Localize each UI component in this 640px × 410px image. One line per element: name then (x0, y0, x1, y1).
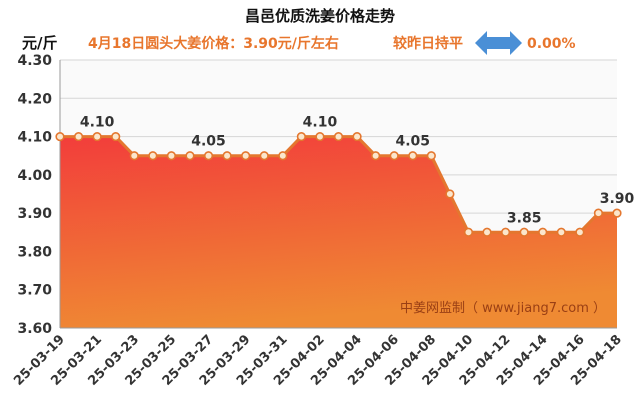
price-point-25-04-17 (593, 208, 604, 218)
price-point-25-04-01 (296, 131, 306, 142)
data-label: 4.10 (80, 115, 115, 131)
price-point-25-04-18 (612, 208, 622, 218)
data-label: 4.05 (191, 134, 226, 150)
price-point-25-03-31 (278, 151, 288, 161)
change-text: 较昨日持平 (393, 35, 463, 52)
price-area-fill (60, 136, 617, 328)
plot-area: 4.30 4.20 4.10 4.00 3.90 3.80 3.70 3.60 4.10 4.05… (11, 53, 634, 389)
price-point-25-04-08 (426, 151, 436, 161)
price-point-25-03-24 (148, 151, 158, 161)
price-point-25-03-29 (241, 151, 251, 161)
price-note: 4月18日圆头大姜价格：3.90元/斤左右 (88, 35, 339, 52)
y-tick-label: 4.10 (17, 130, 52, 146)
y-tick-label: 3.70 (17, 283, 52, 299)
price-point-25-04-06 (389, 151, 399, 161)
price-point-25-03-30 (259, 151, 269, 161)
price-point-25-03-28 (222, 151, 232, 161)
double-arrow-icon (475, 31, 522, 55)
y-tick-label: 4.30 (17, 53, 52, 69)
price-point-25-03-27 (203, 151, 214, 161)
data-label: 4.05 (395, 134, 430, 150)
y-tick-label: 4.00 (17, 168, 52, 184)
y-axis-unit-label: 元/斤 (22, 34, 57, 52)
price-point-25-04-09 (445, 189, 455, 199)
data-label: 3.90 (600, 191, 635, 207)
y-tick-label: 3.60 (17, 321, 52, 337)
price-point-25-04-16 (575, 227, 585, 237)
price-point-25-04-12 (501, 227, 511, 237)
price-point-25-03-20 (73, 131, 84, 142)
price-point-25-03-25 (166, 151, 176, 161)
price-point-25-04-10 (463, 227, 474, 237)
price-point-25-04-13 (519, 227, 529, 237)
price-point-25-04-14 (538, 227, 548, 237)
price-point-25-03-22 (111, 131, 121, 142)
price-point-25-04-15 (556, 227, 566, 237)
price-point-25-04-03 (333, 131, 344, 142)
watermark-text: 中姜网监制（ www.jiang7.com ） (400, 301, 606, 316)
price-point-25-04-11 (482, 227, 492, 237)
price-point-25-04-05 (371, 151, 381, 161)
price-point-25-03-21 (92, 131, 102, 142)
price-point-25-03-23 (129, 151, 139, 161)
chart-title: 昌邑优质洗姜价格走势 (245, 7, 395, 25)
y-tick-label: 3.90 (17, 206, 52, 222)
change-percent: 0.00% (527, 36, 576, 52)
price-point-25-04-02 (315, 131, 325, 142)
data-label: 4.10 (303, 115, 338, 131)
y-tick-label: 4.20 (17, 91, 52, 107)
price-point-25-04-07 (408, 151, 418, 161)
data-label: 3.85 (507, 210, 542, 226)
y-tick-label: 3.80 (17, 244, 52, 260)
price-point-25-03-19 (55, 131, 65, 142)
price-point-25-04-04 (352, 131, 362, 142)
price-point-25-03-26 (185, 151, 195, 161)
